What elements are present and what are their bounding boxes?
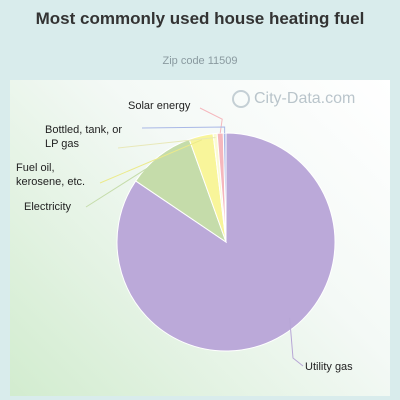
- leader-line-other: [141, 126, 226, 134]
- slice-label-electricity: Electricity: [24, 201, 72, 213]
- slice-label-solar: Solar energy: [128, 100, 191, 112]
- leader-line-solar: [199, 107, 223, 134]
- chart-subtitle: Zip code 11509: [162, 55, 238, 67]
- slice-label-bottled: Bottled, tank, or LP gas: [45, 124, 122, 150]
- watermark-text: City-Data.com: [254, 90, 356, 108]
- chart-title: Most commonly used house heating fuel: [35, 9, 365, 28]
- leader-line-electricity: [85, 158, 162, 208]
- slice-label-utility: Utility gas: [305, 361, 353, 373]
- slice-labels: Utility gas Electricity Fuel oil, kerosene,…: [16, 100, 353, 373]
- watermark-icon: [232, 90, 250, 108]
- leader-line-utility: [289, 317, 304, 367]
- leader-lines: [85, 107, 304, 367]
- leader-line-fuel: [99, 139, 203, 184]
- leader-line-bottled: [117, 137, 216, 149]
- pie-slices: [116, 132, 336, 352]
- watermark-logo: City-Data.com: [232, 90, 355, 108]
- slice-label-fuel: Fuel oil, kerosene, etc.: [16, 162, 85, 188]
